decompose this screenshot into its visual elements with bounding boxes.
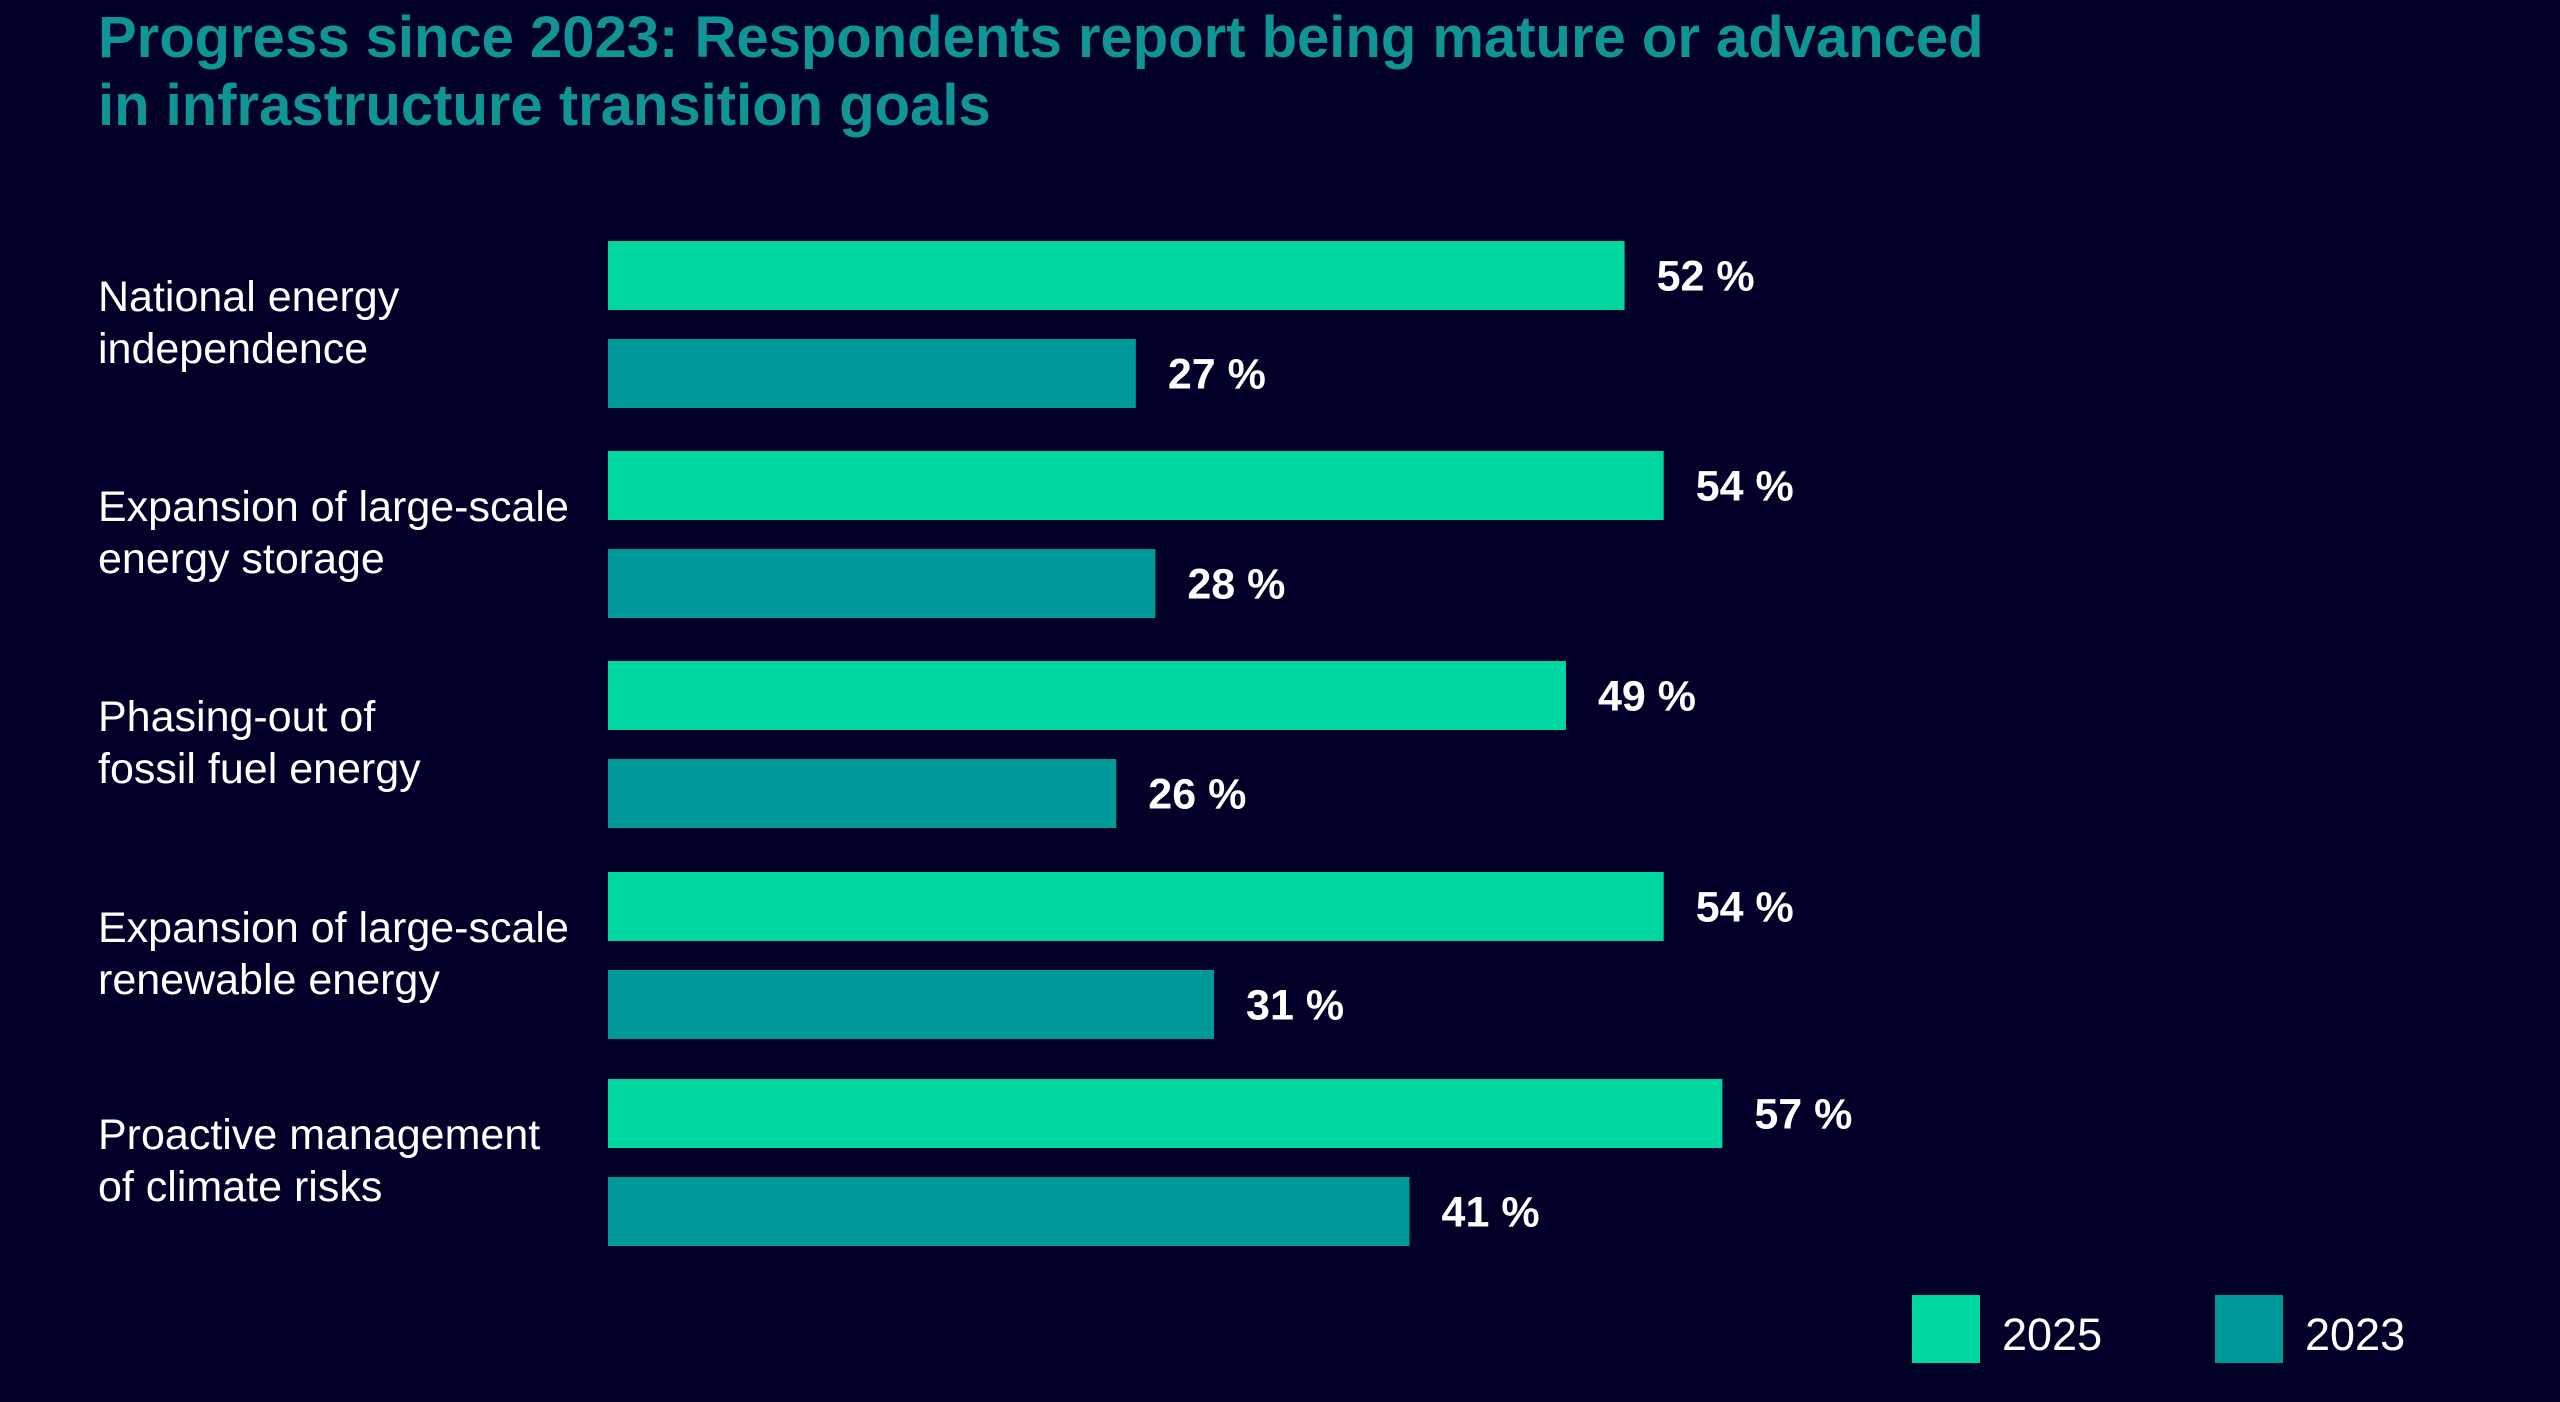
value-label-2023: 28 % bbox=[1187, 561, 1285, 609]
value-label-2025: 52 % bbox=[1657, 253, 1755, 301]
value-label-2023: 27 % bbox=[1168, 351, 1266, 399]
bar-2025 bbox=[608, 241, 1625, 310]
bar-2023 bbox=[608, 759, 1117, 828]
legend-label-2023: 2023 bbox=[2305, 1309, 2405, 1360]
chart-title: Progress since 2023: Respondents report … bbox=[98, 4, 2298, 140]
value-label-2025: 54 % bbox=[1696, 884, 1794, 932]
bar-2023 bbox=[608, 549, 1156, 618]
legend-swatch-2023 bbox=[2215, 1295, 2283, 1363]
category-label-line: Proactive management bbox=[98, 1111, 540, 1159]
category-label-line: fossil fuel energy bbox=[98, 745, 421, 793]
legend-swatch-2025 bbox=[1912, 1295, 1980, 1363]
chart-title-line-2: in infrastructure transition goals bbox=[98, 73, 991, 138]
value-label-2025: 49 % bbox=[1598, 673, 1696, 721]
bar-2023 bbox=[608, 339, 1136, 408]
category-label: National energy independence bbox=[98, 273, 400, 373]
value-label-2025: 57 % bbox=[1754, 1091, 1852, 1139]
bar-2023 bbox=[608, 1177, 1410, 1246]
legend: 2025 2023 bbox=[1912, 1295, 2405, 1363]
chart-title-line-1: Progress since 2023: Respondents report … bbox=[98, 5, 1984, 70]
category-label-line: Phasing-out of bbox=[98, 693, 376, 741]
bar-2025 bbox=[608, 872, 1664, 941]
category-labels: National energy independence Expansion of … bbox=[98, 273, 569, 1211]
bar-2025 bbox=[608, 451, 1664, 520]
bar-2025 bbox=[608, 1079, 1723, 1148]
category-label-line: Expansion of large-scale bbox=[98, 904, 569, 952]
legend-label-2025: 2025 bbox=[2002, 1309, 2102, 1360]
category-label-line: National energy bbox=[98, 273, 400, 321]
value-label-2023: 26 % bbox=[1148, 771, 1246, 819]
category-label-line: Expansion of large-scale bbox=[98, 483, 569, 531]
category-label-line: energy storage bbox=[98, 535, 385, 583]
value-label-2023: 41 % bbox=[1442, 1189, 1540, 1237]
category-label: Phasing-out of fossil fuel energy bbox=[98, 693, 421, 793]
category-label-line: renewable energy bbox=[98, 956, 440, 1004]
category-label: Expansion of large-scale energy storage bbox=[98, 483, 569, 583]
bar-2023 bbox=[608, 970, 1215, 1039]
bar-2025 bbox=[608, 661, 1566, 730]
category-label-line: independence bbox=[98, 325, 368, 373]
bars-layer: 52 % 27 % 54 % 28 % 49 % 26 % 54 % 31 % 57 % 41 % bbox=[608, 241, 1852, 1246]
category-label: Expansion of large-scale renewable energy bbox=[98, 904, 569, 1004]
value-label-2025: 54 % bbox=[1696, 463, 1794, 511]
value-label-2023: 31 % bbox=[1246, 982, 1344, 1030]
category-label: Proactive management of climate risks bbox=[98, 1111, 540, 1211]
category-label-line: of climate risks bbox=[98, 1163, 382, 1211]
